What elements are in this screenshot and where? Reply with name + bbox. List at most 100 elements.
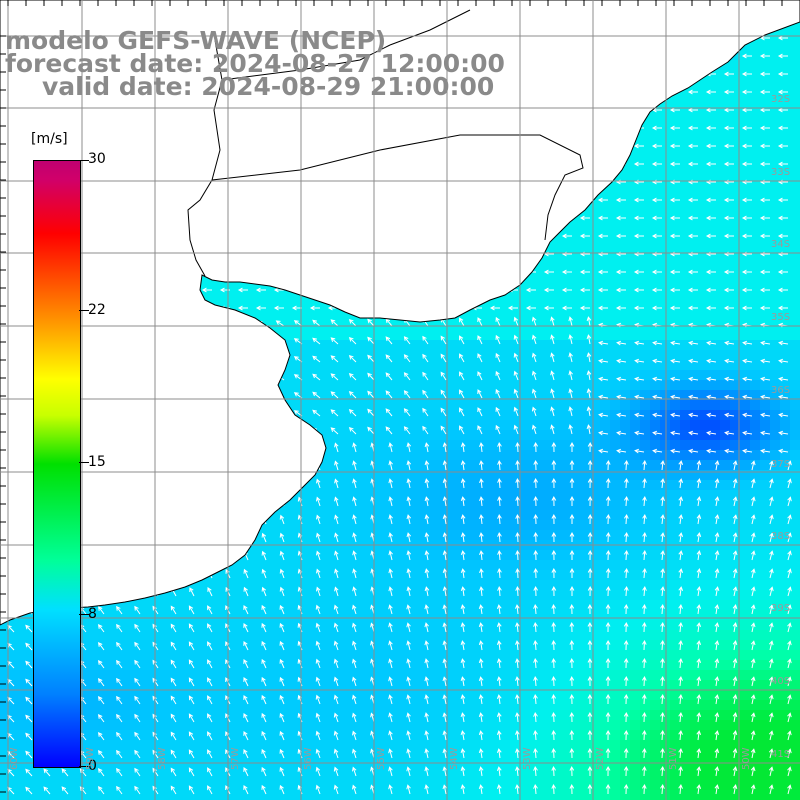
wind-speed-cell <box>360 420 371 431</box>
wind-speed-cell <box>690 250 701 261</box>
wind-speed-cell <box>610 210 621 221</box>
wind-speed-cell <box>440 430 451 441</box>
wind-speed-cell <box>730 110 741 121</box>
wind-speed-cell <box>470 560 481 571</box>
wind-speed-cell <box>410 340 421 351</box>
wind-speed-cell <box>380 410 391 421</box>
wind-speed-cell <box>570 600 581 611</box>
wind-speed-cell <box>680 310 691 321</box>
wind-speed-cell <box>770 180 781 191</box>
wind-speed-cell <box>670 230 681 241</box>
wind-speed-cell <box>410 590 421 601</box>
wind-speed-cell <box>740 170 751 181</box>
wind-speed-cell <box>490 330 501 341</box>
wind-speed-cell <box>360 400 371 411</box>
wind-speed-cell <box>510 370 521 381</box>
wind-speed-cell <box>770 290 781 301</box>
wind-speed-cell <box>670 160 681 171</box>
wind-speed-cell <box>380 480 391 491</box>
wind-speed-cell <box>450 320 461 331</box>
wind-speed-cell <box>720 250 731 261</box>
wind-speed-cell <box>760 530 771 541</box>
wind-speed-cell <box>480 400 491 411</box>
wind-speed-cell <box>400 430 411 441</box>
wind-speed-cell <box>450 530 461 541</box>
wind-speed-cell <box>320 570 331 581</box>
wind-speed-cell <box>450 510 461 521</box>
wind-speed-cell <box>490 380 501 391</box>
wind-speed-cell <box>760 550 771 561</box>
wind-speed-cell <box>350 490 361 501</box>
wind-speed-cell <box>710 360 721 371</box>
wind-speed-cell <box>250 610 261 621</box>
wind-speed-cell <box>590 280 601 291</box>
wind-speed-cell <box>470 500 481 511</box>
wind-speed-cell <box>580 390 591 401</box>
wind-speed-cell <box>740 150 751 161</box>
wind-speed-cell <box>540 380 551 391</box>
wind-speed-cell <box>710 210 721 221</box>
wind-speed-cell <box>320 300 331 311</box>
wind-speed-cell <box>480 350 491 361</box>
wind-speed-cell <box>100 610 111 621</box>
wind-speed-cell <box>510 520 521 531</box>
wind-speed-cell <box>570 430 581 441</box>
wind-speed-cell <box>650 190 661 201</box>
wind-speed-cell <box>720 340 731 351</box>
wind-speed-cell <box>280 570 291 581</box>
wind-speed-cell <box>610 390 621 401</box>
wind-speed-cell <box>630 470 641 481</box>
wind-speed-cell <box>470 480 481 491</box>
wind-speed-cell <box>380 420 391 431</box>
wind-speed-cell <box>730 240 741 251</box>
wind-speed-cell <box>370 550 381 561</box>
wind-speed-cell <box>400 610 411 621</box>
wind-speed-cell <box>680 120 691 131</box>
wind-speed-cell <box>790 390 800 401</box>
wind-speed-cell <box>510 460 521 471</box>
wind-speed-cell <box>270 300 281 311</box>
wind-speed-cell <box>750 420 761 431</box>
wind-speed-cell <box>340 570 351 581</box>
wind-speed-cell <box>250 580 261 591</box>
wind-speed-cell <box>740 240 751 251</box>
wind-speed-cell <box>770 210 781 221</box>
wind-speed-cell <box>780 420 791 431</box>
wind-speed-cell <box>480 450 491 461</box>
wind-speed-cell <box>740 440 751 451</box>
wind-speed-cell <box>760 60 771 71</box>
wind-speed-cell <box>420 320 431 331</box>
wind-speed-cell <box>790 590 800 601</box>
wind-speed-cell <box>720 160 731 171</box>
wind-speed-cell <box>490 450 501 461</box>
wind-speed-cell <box>560 400 571 411</box>
wind-speed-cell <box>690 420 701 431</box>
wind-speed-cell <box>760 280 771 291</box>
wind-speed-cell <box>700 130 711 141</box>
wind-speed-cell <box>790 370 800 381</box>
wind-speed-cell <box>690 570 701 581</box>
wind-speed-cell <box>380 430 391 441</box>
wind-speed-cell <box>670 590 681 601</box>
wind-speed-cell <box>300 350 311 361</box>
wind-speed-cell <box>460 380 471 391</box>
wind-speed-cell <box>770 80 781 91</box>
wind-speed-cell <box>580 270 591 281</box>
wind-speed-cell <box>660 450 671 461</box>
wind-speed-cell <box>730 450 741 461</box>
wind-speed-cell <box>600 420 611 431</box>
wind-speed-cell <box>540 460 551 471</box>
wind-speed-cell <box>370 570 381 581</box>
wind-speed-cell <box>280 300 291 311</box>
wind-speed-cell <box>680 90 691 101</box>
wind-speed-cell <box>650 570 661 581</box>
wind-speed-cell <box>690 440 701 451</box>
wind-speed-cell <box>630 160 641 171</box>
wind-speed-cell <box>650 510 661 521</box>
wind-speed-cell <box>590 300 601 311</box>
wind-speed-cell <box>780 130 791 141</box>
wind-speed-cell <box>480 330 491 341</box>
wind-speed-cell <box>590 380 601 391</box>
wind-speed-cell <box>660 310 671 321</box>
wind-speed-cell <box>460 610 471 621</box>
